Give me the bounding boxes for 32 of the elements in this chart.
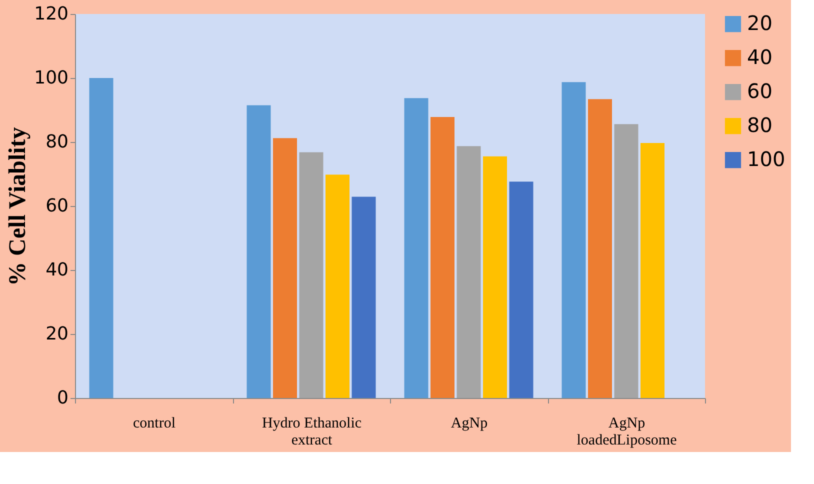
bar — [456, 146, 481, 398]
y-tick-label: 20 — [46, 324, 68, 344]
bar — [352, 196, 376, 398]
bar — [89, 78, 114, 398]
legend-label: 100 — [747, 147, 786, 171]
x-tick-label: Hydro Ethanolic extract — [262, 416, 362, 448]
x-tick-label: AgNp loadedLiposome — [576, 416, 678, 448]
legend-label: 80 — [747, 113, 772, 137]
y-tick-label: 120 — [34, 4, 68, 24]
bar — [509, 182, 534, 398]
bar — [326, 174, 350, 398]
bar — [640, 142, 664, 398]
legend-label: 60 — [747, 79, 772, 103]
bar — [404, 98, 428, 398]
y-tick-label: 40 — [46, 260, 68, 280]
bar — [246, 105, 271, 398]
bar — [562, 82, 586, 398]
legend-label: 20 — [747, 11, 772, 35]
bar — [273, 138, 297, 398]
bar — [483, 156, 507, 398]
bar — [614, 124, 638, 398]
bar — [588, 99, 612, 398]
bar — [299, 152, 324, 398]
bar — [430, 117, 454, 398]
legend-label: 40 — [747, 45, 772, 69]
y-tick-label: 60 — [46, 196, 68, 216]
y-axis-title: % Cell Viablity — [5, 127, 32, 286]
y-tick-label: 0 — [57, 388, 68, 408]
x-tick-label: AgNp — [450, 416, 488, 432]
y-tick-label: 80 — [46, 132, 68, 152]
x-tick-label: control — [133, 416, 176, 432]
y-tick-label: 100 — [34, 68, 68, 88]
